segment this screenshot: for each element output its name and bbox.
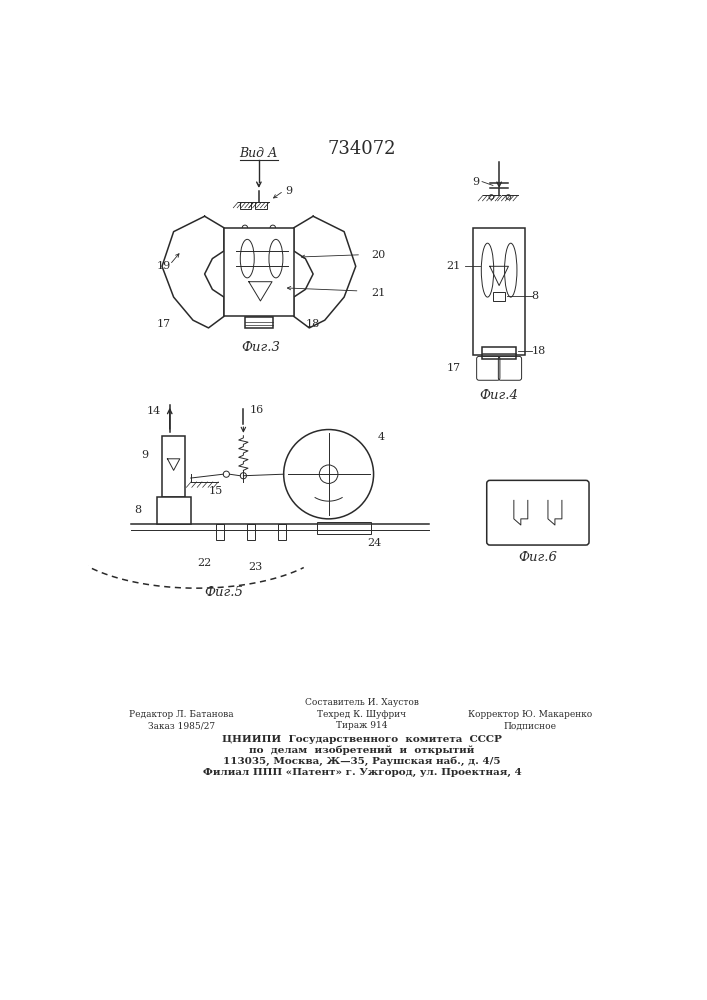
Text: 8: 8 xyxy=(532,291,539,301)
Text: Заказ 1985/27: Заказ 1985/27 xyxy=(148,721,215,730)
Bar xyxy=(473,228,525,355)
Text: 20: 20 xyxy=(371,250,385,260)
Text: 21: 21 xyxy=(446,261,460,271)
Text: 19: 19 xyxy=(156,261,171,271)
Text: 14: 14 xyxy=(146,406,160,416)
Bar xyxy=(245,317,273,328)
Bar xyxy=(162,436,185,497)
Text: 15: 15 xyxy=(208,486,223,496)
Text: по  делам  изобретений  и  открытий: по делам изобретений и открытий xyxy=(250,746,474,755)
Text: Фиг.4: Фиг.4 xyxy=(479,389,518,402)
Text: 24: 24 xyxy=(368,538,382,548)
Bar xyxy=(482,347,516,359)
Bar xyxy=(216,524,224,540)
Bar xyxy=(240,202,251,209)
Text: Техред К. Шуфрич: Техред К. Шуфрич xyxy=(317,710,407,719)
Bar xyxy=(493,292,506,301)
Text: 4: 4 xyxy=(378,432,385,442)
Text: Подписное: Подписное xyxy=(503,721,556,730)
Text: Фиг.6: Фиг.6 xyxy=(518,551,557,564)
Bar xyxy=(279,524,286,540)
Text: Вид А: Вид А xyxy=(240,147,278,160)
Text: Составитель И. Хаустов: Составитель И. Хаустов xyxy=(305,698,419,707)
Text: 18: 18 xyxy=(305,319,320,329)
Text: Филиал ППП «Патент» г. Ужгород, ул. Проектная, 4: Филиал ППП «Патент» г. Ужгород, ул. Прое… xyxy=(203,768,521,777)
Text: 21: 21 xyxy=(371,288,385,298)
Bar xyxy=(247,524,255,540)
Text: 734072: 734072 xyxy=(328,140,396,158)
Text: 16: 16 xyxy=(250,405,264,415)
Bar xyxy=(255,202,267,209)
Bar xyxy=(317,522,371,534)
Text: 113035, Москва, Ж—35, Раушская наб., д. 4/5: 113035, Москва, Ж—35, Раушская наб., д. … xyxy=(223,757,501,766)
Text: Фиг.5: Фиг.5 xyxy=(204,586,243,599)
Text: 23: 23 xyxy=(248,562,262,572)
Text: 18: 18 xyxy=(532,346,546,356)
Text: 17: 17 xyxy=(156,319,170,329)
Text: 9: 9 xyxy=(472,177,479,187)
Text: 17: 17 xyxy=(446,363,460,373)
Text: ЦНИИПИ  Государственного  комитета  СССР: ЦНИИПИ Государственного комитета СССР xyxy=(222,735,502,744)
Text: 9: 9 xyxy=(285,186,293,196)
Text: Тираж 914: Тираж 914 xyxy=(337,721,387,730)
Text: 22: 22 xyxy=(197,558,212,568)
Text: Корректор Ю. Макаренко: Корректор Ю. Макаренко xyxy=(468,710,592,719)
Text: Фиг.3: Фиг.3 xyxy=(241,341,280,354)
Bar xyxy=(156,497,191,524)
Text: Редактор Л. Батанова: Редактор Л. Батанова xyxy=(129,710,234,719)
Bar xyxy=(224,228,293,316)
Text: 9: 9 xyxy=(141,450,149,460)
Text: 8: 8 xyxy=(134,505,141,515)
